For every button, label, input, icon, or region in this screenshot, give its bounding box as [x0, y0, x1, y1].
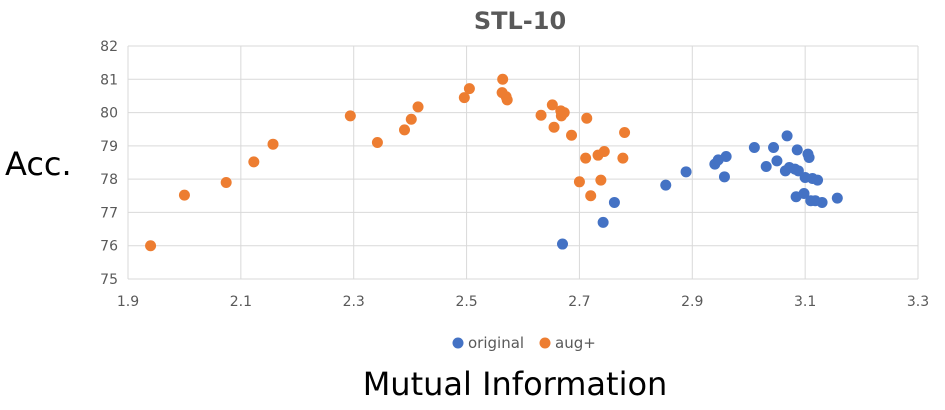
y-tick-label: 77 [100, 205, 118, 221]
data-point [371, 137, 383, 149]
gridlines [127, 45, 919, 280]
data-point [501, 94, 513, 106]
data-point [248, 156, 260, 168]
data-point [178, 189, 190, 201]
data-point [497, 73, 509, 85]
data-point [458, 92, 470, 104]
x-tick-label: 2.3 [343, 294, 365, 310]
y-tick-label: 75 [100, 272, 118, 288]
data-point [718, 171, 730, 183]
data-point [597, 216, 609, 228]
data-point [619, 127, 631, 139]
data-point [680, 166, 692, 178]
series-aug- [145, 73, 631, 252]
data-point [660, 179, 672, 191]
x-tick-label: 2.7 [568, 294, 590, 310]
x-axis-label: Mutual Information [363, 365, 668, 403]
data-point [344, 110, 356, 122]
data-points [145, 73, 843, 252]
legend-marker [452, 337, 464, 349]
data-point [463, 83, 475, 95]
data-point [558, 107, 570, 119]
data-point [803, 152, 815, 164]
legend-marker [539, 337, 551, 349]
y-tick-labels: 75 76 77 78 79 80 81 82 [100, 39, 118, 288]
series-original [557, 130, 843, 250]
data-point [792, 165, 804, 177]
legend-label: original [468, 334, 524, 352]
y-tick-label: 79 [100, 139, 118, 155]
x-tick-label: 3.1 [794, 294, 816, 310]
data-point [771, 155, 783, 167]
data-point [720, 151, 732, 163]
y-tick-label: 78 [100, 172, 118, 188]
data-point [405, 113, 417, 125]
x-tick-label: 2.9 [681, 294, 703, 310]
data-point [816, 196, 828, 208]
data-point [598, 146, 610, 158]
data-point [566, 129, 578, 141]
x-tick-labels: 1.9 2.1 2.3 2.5 2.7 2.9 3.1 3.3 [117, 294, 929, 310]
y-tick-label: 81 [100, 72, 118, 88]
data-point [412, 101, 424, 113]
x-tick-label: 2.1 [230, 294, 252, 310]
y-tick-label: 82 [100, 39, 118, 55]
legend-label: aug+ [555, 334, 596, 352]
data-point [831, 192, 843, 204]
data-point [768, 142, 780, 154]
data-point [791, 144, 803, 156]
data-point [781, 130, 793, 142]
data-point [267, 138, 279, 150]
legend: original aug+ [452, 334, 596, 352]
data-point [748, 142, 760, 154]
data-point [548, 121, 560, 133]
data-point [557, 238, 568, 250]
data-point [546, 99, 558, 111]
y-tick-label: 80 [100, 106, 118, 122]
data-point [595, 174, 607, 186]
data-point [399, 124, 410, 136]
data-point [608, 196, 620, 208]
data-point [220, 176, 232, 188]
x-tick-label: 1.9 [117, 294, 139, 310]
data-point [617, 152, 629, 164]
chart-title: STL-10 [474, 7, 566, 35]
data-point [580, 152, 592, 164]
y-axis-label: Acc. [5, 145, 72, 183]
data-point [535, 109, 547, 121]
data-point [585, 190, 597, 202]
y-tick-label: 76 [100, 239, 118, 255]
data-point [760, 160, 772, 172]
x-tick-label: 3.3 [907, 294, 929, 310]
data-point [798, 187, 810, 199]
data-point [581, 112, 593, 124]
data-point [573, 176, 585, 188]
data-point [145, 240, 157, 252]
data-point [812, 174, 824, 186]
x-tick-label: 2.5 [455, 294, 477, 310]
